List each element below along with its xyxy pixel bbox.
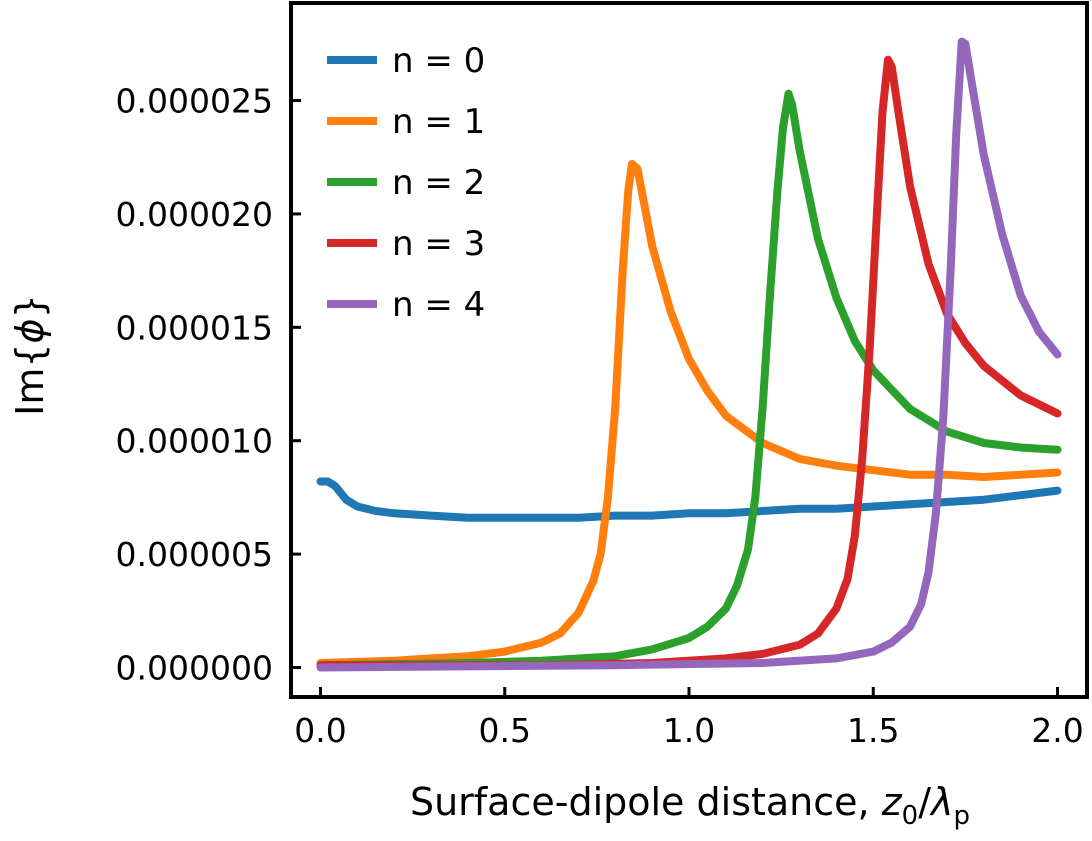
y-tick-label: 0.000000 bbox=[116, 649, 273, 688]
series-line-n2 bbox=[316, 89, 1062, 670]
ticks-layer: 0.0 0.5 1.0 1.5 2.0 0.000000 0.000005 0.000010 0… bbox=[116, 82, 1084, 750]
x-tick-label: 1.0 bbox=[663, 711, 715, 750]
y-axis-label: Im{ϕ} bbox=[8, 294, 52, 416]
x-tick-label: 0.0 bbox=[294, 711, 346, 750]
series-line-n1 bbox=[316, 160, 1062, 667]
series-line-n4 bbox=[316, 37, 1062, 672]
series-layer bbox=[316, 37, 1062, 672]
x-tick-label: 2.0 bbox=[1031, 711, 1083, 750]
x-tick-label: 1.5 bbox=[847, 711, 899, 750]
y-tick-label: 0.000010 bbox=[116, 422, 273, 461]
legend: n = 0 n = 1 n = 2 n = 3 n = 4 bbox=[327, 41, 485, 325]
y-tick-label: 0.000025 bbox=[116, 82, 273, 121]
y-tick-label: 0.000015 bbox=[116, 308, 273, 347]
legend-label: n = 2 bbox=[392, 163, 485, 203]
legend-label: n = 0 bbox=[392, 41, 485, 81]
legend-label: n = 3 bbox=[392, 224, 485, 264]
y-tick-label: 0.000020 bbox=[116, 195, 273, 234]
legend-label: n = 4 bbox=[392, 285, 485, 325]
x-tick-label: 0.5 bbox=[478, 711, 530, 750]
legend-label: n = 1 bbox=[392, 102, 485, 142]
series-line-n0 bbox=[316, 477, 1062, 522]
x-axis-label: Surface-dipole distance, z0/λp bbox=[410, 780, 970, 831]
y-tick-label: 0.000005 bbox=[116, 535, 273, 574]
